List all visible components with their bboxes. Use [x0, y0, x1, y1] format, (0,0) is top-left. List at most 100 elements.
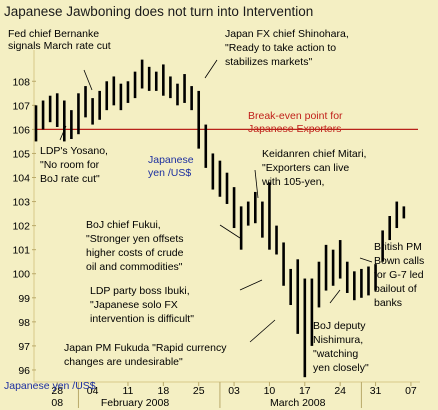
- x-tick-label: 03: [228, 385, 240, 397]
- annotation-bernanke: Fed chief Bernanke signals March rate cu…: [8, 28, 111, 52]
- x-period-label: March 2008: [270, 397, 326, 409]
- annotation-nishimura-line1: BoJ deputy: [313, 320, 366, 332]
- y-tick-label: 96: [18, 365, 30, 377]
- price-bar: [41, 100, 45, 130]
- leader-mitari: [254, 169, 259, 199]
- price-bar: [48, 95, 52, 123]
- price-bar: [395, 201, 399, 229]
- x-axis-ticks: 28 04 11 18 25 03 10 17 24 31 07 08 February 2008 Mar…: [51, 382, 417, 409]
- break-even-label-line2: Japanese Exporters: [248, 123, 341, 135]
- annotation-bown-line5: banks: [374, 297, 402, 309]
- annotation-ibuki-line2: "Japanese solo FX: [90, 299, 178, 311]
- price-bar: [162, 64, 165, 96]
- price-bar: [77, 93, 80, 135]
- annotation-bown-line1: British PM: [374, 241, 422, 253]
- price-bar: [225, 172, 229, 204]
- price-bar: [55, 93, 59, 127]
- y-tick-label: 98: [18, 317, 30, 329]
- price-bar: [388, 216, 392, 241]
- price-bar: [183, 74, 186, 103]
- annotation-mitari-line1: Keidanren chief Mitari,: [262, 148, 366, 160]
- leader-fukuda: [249, 319, 276, 343]
- annotation-fukuda-line1: Japan PM Fukuda "Rapid currency: [64, 342, 227, 354]
- price-bar: [84, 86, 87, 118]
- annotation-ibuki-line1: LDP party boss Ibuki,: [90, 285, 190, 297]
- annotation-mitari-line3: with 105-yen,: [261, 176, 324, 188]
- annotation-yosano: LDP's Yosano, "No room for BoJ rate cut": [40, 145, 108, 185]
- chart-title: Japanese Jawboning does not turn into In…: [4, 4, 313, 19]
- price-bar: [253, 191, 257, 224]
- price-bar: [119, 83, 123, 111]
- annotation-fukui-line4: oil and commodities": [86, 261, 183, 273]
- price-bar: [324, 244, 328, 291]
- annotation-shinohara-line3: stabilizes markets": [225, 56, 312, 68]
- price-bar: [353, 271, 356, 301]
- annotation-yosano-line2: "No room for: [40, 159, 100, 171]
- price-bar: [360, 268, 363, 298]
- x-period-label: 08: [51, 397, 63, 409]
- annotation-ibuki-line3: intervention is difficult": [90, 313, 194, 325]
- price-bar: [345, 261, 349, 293]
- annotation-bown-line2: Bown calls: [374, 255, 424, 267]
- leader-nishimura: [329, 289, 341, 304]
- price-bar: [232, 187, 236, 229]
- y-tick-label: 97: [18, 341, 30, 353]
- price-bar: [381, 230, 384, 262]
- y-unit-label-bottom: Japanese yen /US$: [4, 380, 96, 392]
- annotation-yosano-line1: LDP's Yosano,: [40, 145, 108, 157]
- price-bar: [34, 105, 38, 142]
- annotation-mitari: Keidanren chief Mitari, "Exporters can l…: [261, 148, 366, 188]
- leader-bernanke: [83, 69, 93, 91]
- y-tick-label: 104: [12, 173, 30, 185]
- price-bar: [338, 240, 342, 279]
- x-tick-label: 18: [157, 385, 169, 397]
- x-tick-label: 11: [123, 385, 134, 397]
- annotation-nishimura-line3: "watching: [313, 348, 358, 360]
- price-bar: [239, 206, 243, 250]
- price-bar: [190, 86, 193, 111]
- price-bar: [296, 259, 300, 334]
- x-tick-label: 24: [334, 385, 346, 397]
- price-bar: [105, 81, 109, 111]
- price-bar: [367, 266, 370, 296]
- price-bar: [98, 90, 101, 120]
- price-bar: [268, 182, 271, 250]
- price-bar: [261, 201, 264, 238]
- price-bar: [70, 110, 73, 140]
- annotation-shinohara-line1: Japan FX chief Shinohara,: [225, 28, 349, 40]
- price-bar: [204, 124, 208, 168]
- annotation-mitari-line2: "Exporters can live: [262, 162, 349, 174]
- break-even-label-line1: Break-even point for: [248, 110, 343, 122]
- annotation-fukuda: Japan PM Fukuda "Rapid currency changes …: [64, 342, 227, 368]
- annotation-bernanke-line1: Fed chief Bernanke: [8, 28, 99, 40]
- price-bar: [147, 66, 151, 91]
- y-tick-label: 102: [12, 221, 30, 233]
- annotation-fukuda-line2: changes are undesirable": [64, 356, 183, 368]
- y-axis-ticks: 96 97 98 99 100 101 102 103 104 105 106 107 108: [12, 76, 36, 377]
- annotation-nishimura: BoJ deputy Nishimura, "watching yen clos…: [313, 320, 369, 374]
- price-bar: [197, 90, 201, 149]
- annotation-ibuki: LDP party boss Ibuki, "Japanese solo FX …: [90, 285, 194, 325]
- price-bar: [289, 268, 292, 306]
- leader-fukui: [219, 224, 241, 239]
- y-tick-label: 106: [12, 124, 30, 136]
- annotation-nishimura-line2: Nishimura,: [313, 334, 363, 346]
- annotation-nishimura-line4: yen closely": [313, 362, 369, 374]
- annotation-bown-line3: for G-7 led: [374, 269, 424, 281]
- price-bar: [218, 160, 222, 197]
- price-bar: [140, 59, 144, 89]
- annotation-fukui: BoJ chief Fukui, "Stronger yen offsets h…: [86, 219, 184, 273]
- y-tick-label: 100: [12, 269, 30, 281]
- price-bar: [246, 201, 250, 226]
- annotation-bown: British PM Bown calls for G-7 led bailou…: [374, 241, 424, 309]
- y-tick-label: 103: [12, 197, 30, 209]
- leader-yosano: [59, 125, 67, 141]
- price-bar: [133, 71, 137, 99]
- annotation-fukui-line1: BoJ chief Fukui,: [86, 219, 161, 231]
- leader-bown: [359, 257, 373, 263]
- y-unit-label-top: Japanese yen /US$: [148, 154, 194, 179]
- price-bar: [303, 278, 307, 378]
- annotation-shinohara: Japan FX chief Shinohara, "Ready to take…: [225, 28, 349, 68]
- x-tick-label: 28: [51, 385, 63, 397]
